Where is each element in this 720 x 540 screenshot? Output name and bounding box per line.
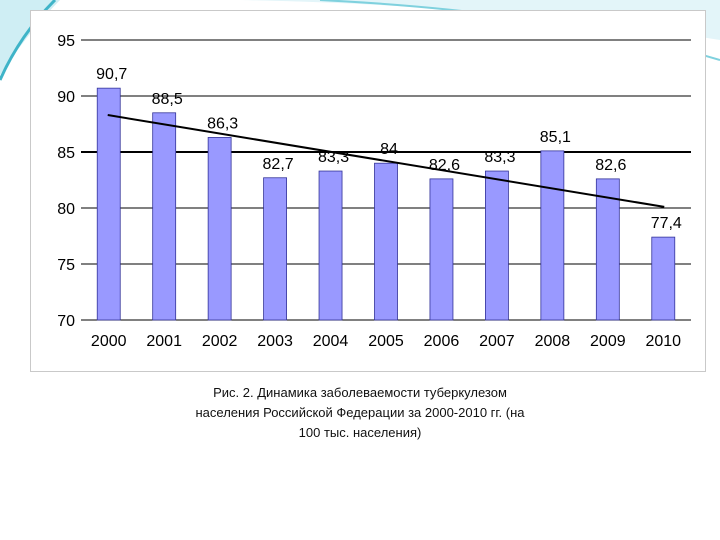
y-tick-label: 85 xyxy=(57,145,75,162)
caption-line-2: населения Российской Федерации за 2000-2… xyxy=(195,405,525,420)
y-tick-label: 95 xyxy=(57,33,75,50)
caption-line-1: Рис. 2. Динамика заболеваемости туберкул… xyxy=(213,385,507,400)
bar-chart: 70 75 80 85 90 95 90,7 2000 88,5 2001 86,3 2002 82,7… xyxy=(57,33,691,350)
bar xyxy=(263,177,287,321)
data-label: 84 xyxy=(380,141,398,158)
x-tick-label: 2006 xyxy=(424,333,460,350)
y-tick-label: 75 xyxy=(57,257,75,274)
bar xyxy=(96,87,121,321)
x-tick-label: 2003 xyxy=(257,333,293,350)
x-tick-label: 2001 xyxy=(146,333,182,350)
bar xyxy=(318,170,343,321)
trend-line xyxy=(107,114,665,208)
bar xyxy=(540,150,565,321)
x-tick-label: 2000 xyxy=(91,333,127,350)
x-tick-label: 2010 xyxy=(645,333,681,350)
bar xyxy=(429,178,454,321)
x-tick-label: 2005 xyxy=(368,333,404,350)
bar xyxy=(651,236,676,321)
chart-frame: 70 75 80 85 90 95 90,7 2000 88,5 2001 86,3 2002 82,7… xyxy=(30,10,706,372)
data-label: 83,3 xyxy=(484,149,515,166)
x-tick-label: 2008 xyxy=(535,333,571,350)
data-label: 82,6 xyxy=(595,157,626,174)
data-label: 90,7 xyxy=(96,66,127,83)
bar xyxy=(485,170,509,321)
decorative-wave-top-left xyxy=(0,0,60,75)
data-label: 86,3 xyxy=(207,115,238,132)
data-label: 85,1 xyxy=(540,129,571,146)
bar xyxy=(595,178,620,321)
y-tick-label: 70 xyxy=(57,313,75,330)
x-tick-label: 2004 xyxy=(313,333,349,350)
bar xyxy=(374,162,398,321)
x-tick-label: 2002 xyxy=(202,333,238,350)
caption-line-3: 100 тыс. населения) xyxy=(298,425,422,440)
data-label: 82,7 xyxy=(263,156,294,173)
data-label: 77,4 xyxy=(651,215,682,232)
figure-caption: Рис. 2. Динамика заболеваемости туберкул… xyxy=(150,383,570,443)
x-tick-label: 2007 xyxy=(479,333,515,350)
y-tick-label: 90 xyxy=(57,89,75,106)
y-tick-label: 80 xyxy=(57,201,75,218)
bar xyxy=(152,112,177,321)
bar xyxy=(207,137,232,321)
data-label: 88,5 xyxy=(152,91,183,108)
x-tick-label: 2009 xyxy=(590,333,626,350)
decorative-wave-top-left-line xyxy=(0,0,57,81)
